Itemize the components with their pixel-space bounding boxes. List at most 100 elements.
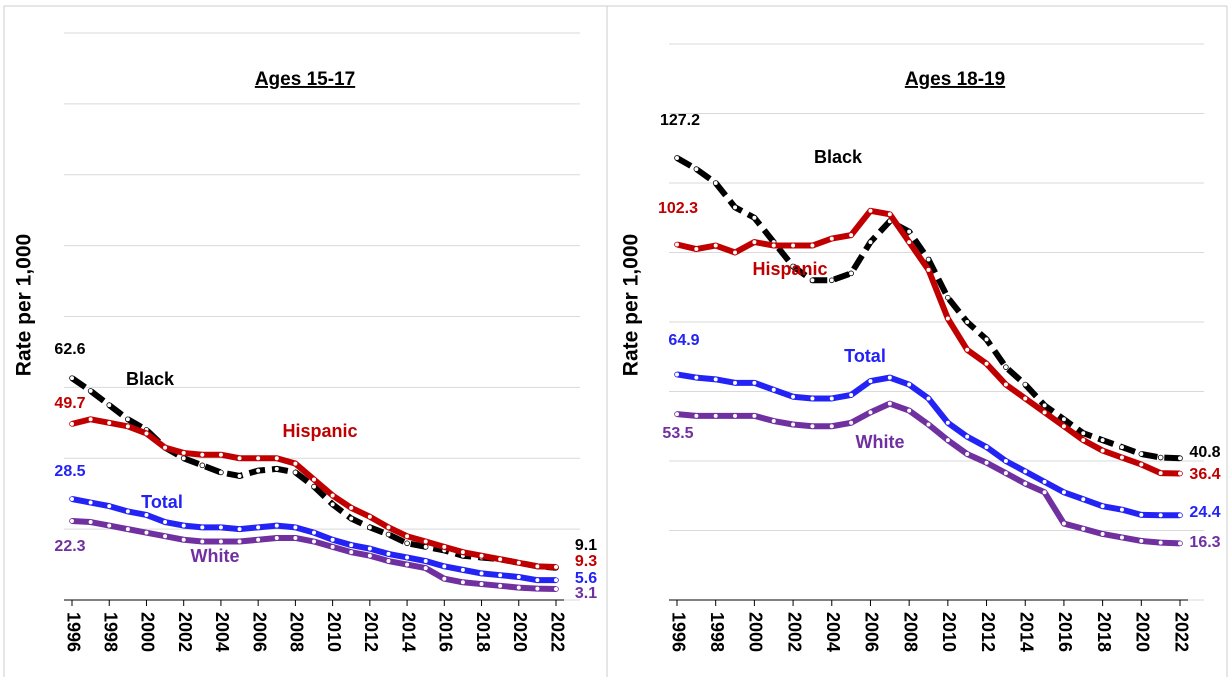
- marker: [809, 423, 816, 430]
- marker: [1138, 451, 1145, 457]
- series-label: Total: [141, 492, 183, 512]
- x-tick-label: 2004: [823, 612, 843, 652]
- marker: [69, 421, 75, 427]
- end-value-label: 9.1: [575, 537, 597, 554]
- marker: [273, 522, 280, 529]
- marker: [945, 419, 951, 426]
- start-value-label: 102.3: [658, 200, 698, 217]
- chart-title: Ages 18-19: [905, 69, 1005, 90]
- marker: [674, 155, 680, 161]
- marker: [460, 579, 466, 586]
- x-tick-label: 2016: [1055, 612, 1075, 652]
- x-tick-label: 2008: [287, 612, 307, 652]
- marker: [1003, 470, 1009, 476]
- marker: [553, 564, 559, 570]
- marker: [1022, 468, 1029, 475]
- end-value-label: 36.4: [1189, 466, 1220, 483]
- marker: [964, 433, 970, 440]
- marker: [180, 455, 187, 462]
- marker: [218, 469, 224, 476]
- x-tick-label: 2012: [361, 612, 381, 652]
- series-label: Hispanic: [752, 259, 827, 279]
- marker: [143, 430, 150, 437]
- marker: [1061, 423, 1067, 430]
- marker: [292, 535, 299, 541]
- marker: [69, 496, 75, 502]
- marker: [828, 423, 835, 430]
- marker: [515, 574, 522, 580]
- end-value-label: 5.6: [575, 570, 597, 587]
- marker: [273, 455, 280, 462]
- marker: [292, 460, 299, 467]
- marker: [1138, 512, 1145, 518]
- marker: [180, 522, 187, 529]
- marker: [236, 473, 243, 479]
- marker: [404, 561, 410, 568]
- marker: [1022, 395, 1029, 402]
- marker: [1003, 381, 1009, 388]
- marker: [478, 552, 485, 559]
- marker: [106, 402, 113, 408]
- x-tick-label: 2022: [547, 612, 567, 652]
- marker: [311, 538, 317, 545]
- marker: [199, 451, 206, 458]
- marker: [848, 392, 854, 398]
- marker: [236, 526, 243, 532]
- marker: [1022, 480, 1029, 487]
- x-tick-label: 2022: [1171, 612, 1191, 652]
- marker: [367, 552, 373, 559]
- marker: [553, 577, 559, 583]
- marker: [1099, 447, 1106, 454]
- marker: [887, 211, 893, 218]
- marker: [712, 376, 719, 383]
- marker: [925, 395, 932, 402]
- x-tick-label: 2012: [978, 612, 998, 652]
- marker: [712, 180, 719, 186]
- marker: [273, 466, 280, 472]
- marker: [143, 529, 150, 536]
- marker: [441, 563, 448, 570]
- marker: [983, 360, 990, 367]
- marker: [1157, 454, 1164, 461]
- x-tick-label: 2004: [212, 612, 232, 652]
- marker: [1138, 461, 1145, 468]
- marker: [964, 451, 970, 457]
- marker: [422, 544, 429, 550]
- marker: [348, 542, 355, 548]
- x-tick-label: 1998: [100, 612, 120, 652]
- start-value-label: 62.6: [54, 341, 85, 358]
- marker: [751, 380, 758, 386]
- series-label: Black: [814, 147, 863, 167]
- marker: [255, 524, 261, 531]
- end-value-label: 9.3: [575, 553, 597, 570]
- y-axis-label: Rate per 1,000: [620, 234, 643, 376]
- marker: [125, 416, 131, 423]
- marker: [385, 524, 392, 531]
- x-tick-label: 2002: [784, 612, 804, 652]
- marker: [887, 374, 893, 381]
- marker: [497, 572, 503, 578]
- x-tick-label: 2018: [1094, 612, 1114, 652]
- marker: [848, 270, 854, 277]
- marker: [964, 346, 970, 353]
- marker: [790, 393, 796, 400]
- marker: [404, 554, 410, 561]
- marker: [273, 535, 280, 541]
- marker: [867, 409, 874, 416]
- marker: [478, 570, 485, 577]
- marker: [441, 575, 448, 582]
- marker: [1119, 506, 1125, 513]
- marker: [441, 544, 448, 550]
- marker: [1157, 470, 1164, 476]
- marker: [87, 416, 94, 423]
- marker: [1119, 534, 1125, 541]
- x-tick-label: 2014: [1016, 612, 1036, 652]
- marker: [1041, 479, 1048, 485]
- marker: [292, 469, 299, 476]
- marker: [751, 413, 758, 419]
- marker: [162, 533, 168, 540]
- x-tick-label: 1996: [668, 612, 688, 652]
- marker: [964, 319, 970, 325]
- marker: [180, 536, 187, 543]
- marker: [887, 400, 893, 407]
